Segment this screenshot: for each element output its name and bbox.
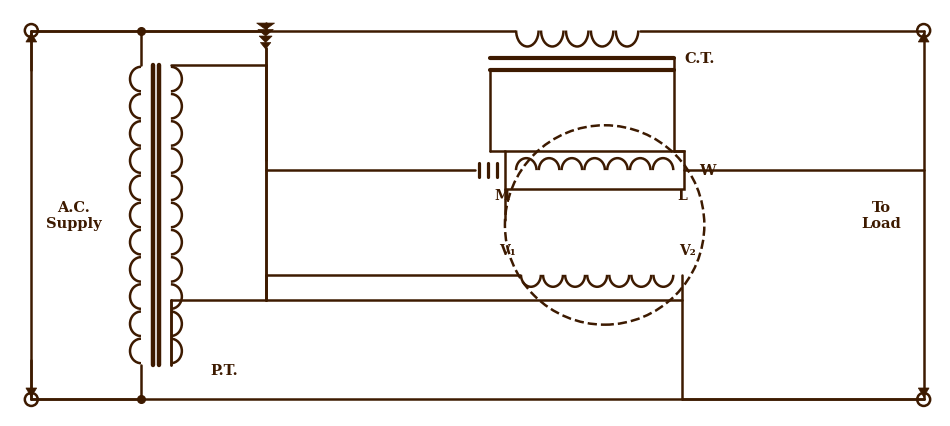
Text: A.C.
Supply: A.C. Supply <box>46 200 102 230</box>
Bar <box>504 152 684 190</box>
Text: V₂: V₂ <box>679 243 696 257</box>
Text: M: M <box>495 189 510 203</box>
Polygon shape <box>257 31 274 37</box>
Polygon shape <box>26 34 37 43</box>
Polygon shape <box>26 388 37 397</box>
Polygon shape <box>260 43 271 50</box>
Text: C.T.: C.T. <box>684 52 714 66</box>
Polygon shape <box>919 388 929 397</box>
Text: P.T.: P.T. <box>211 363 238 377</box>
Text: To
Load: To Load <box>862 200 902 230</box>
Polygon shape <box>919 34 929 43</box>
Polygon shape <box>259 37 272 43</box>
Text: L: L <box>677 189 687 203</box>
Text: V₁: V₁ <box>499 243 516 257</box>
Polygon shape <box>256 24 275 31</box>
Text: W: W <box>699 164 715 178</box>
